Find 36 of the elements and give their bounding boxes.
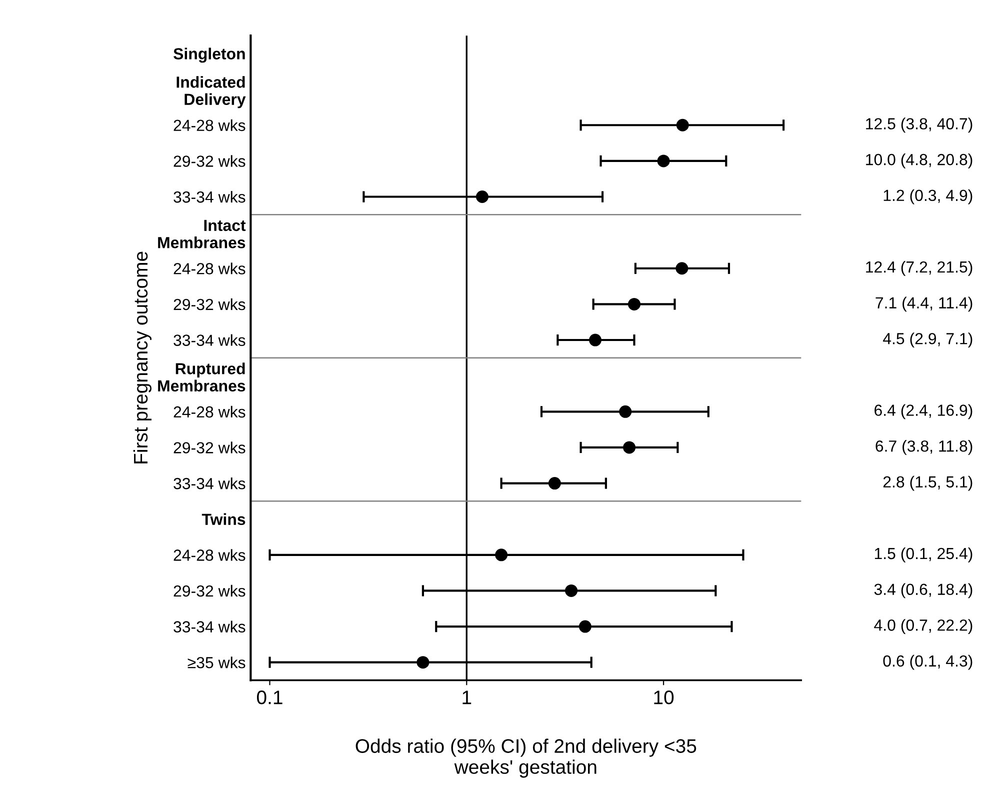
y-tick-label: 33-34 wks <box>174 334 246 346</box>
y-tick-label: Intact Membranes <box>158 220 246 248</box>
y-tick-label: 29-32 wks <box>174 298 246 310</box>
y-tick-label: ≥35 wks <box>188 656 246 668</box>
x-tick-label: 10 <box>654 690 674 704</box>
y-tick-label: 33-34 wks <box>174 477 246 490</box>
y-tick-label: Indicated Delivery <box>176 76 246 108</box>
data-label: 3.4 (0.6, 18.4) <box>874 583 972 598</box>
x-tick-label: 1 <box>462 690 472 704</box>
data-label: 12.5 (3.8, 40.7) <box>866 118 972 133</box>
y-tick-label: 24-28 wks <box>174 549 246 561</box>
x-tick-label: 0.1 <box>256 690 282 704</box>
data-label: 4.5 (2.9, 7.1) <box>882 332 972 348</box>
y-axis-title: First pregnancy outcome <box>133 252 152 464</box>
data-label: 0.6 (0.1, 4.3) <box>883 654 972 670</box>
data-label: 7.1 (4.4, 11.4) <box>876 296 972 312</box>
y-tick-label: 24-28 wks <box>174 119 246 132</box>
y-tick-label: 29-32 wks <box>174 584 246 597</box>
y-tick-label: 29-32 wks <box>174 442 246 454</box>
x-axis-title: Odds ratio (95% CI) of 2nd delivery <35 weeks' gestation <box>356 738 696 778</box>
y-tick-label: 33-34 wks <box>174 190 246 203</box>
data-label: 12.4 (7.2, 21.5) <box>866 260 972 276</box>
data-label: 1.2 (0.3, 4.9) <box>884 189 972 204</box>
y-tick-label: Twins <box>202 513 246 526</box>
y-tick-label: 29-32 wks <box>174 155 246 167</box>
data-label: 10.0 (4.8, 20.8) <box>866 154 972 168</box>
y-tick-label: 33-34 wks <box>174 620 246 632</box>
y-tick-label: Singleton <box>174 48 245 63</box>
data-label: 4.0 (0.7, 22.2) <box>874 619 972 634</box>
data-label: 2.8 (1.5, 5.1) <box>883 476 972 491</box>
data-label: 6.4 (2.4, 16.9) <box>874 404 972 420</box>
y-tick-label: 24-28 wks <box>174 262 246 274</box>
data-label: 6.7 (3.8, 11.8) <box>876 440 972 455</box>
data-label: 1.5 (0.1, 25.4) <box>874 547 972 562</box>
y-tick-label: Ruptured Membranes <box>158 362 246 392</box>
y-tick-label: 24-28 wks <box>174 406 246 418</box>
